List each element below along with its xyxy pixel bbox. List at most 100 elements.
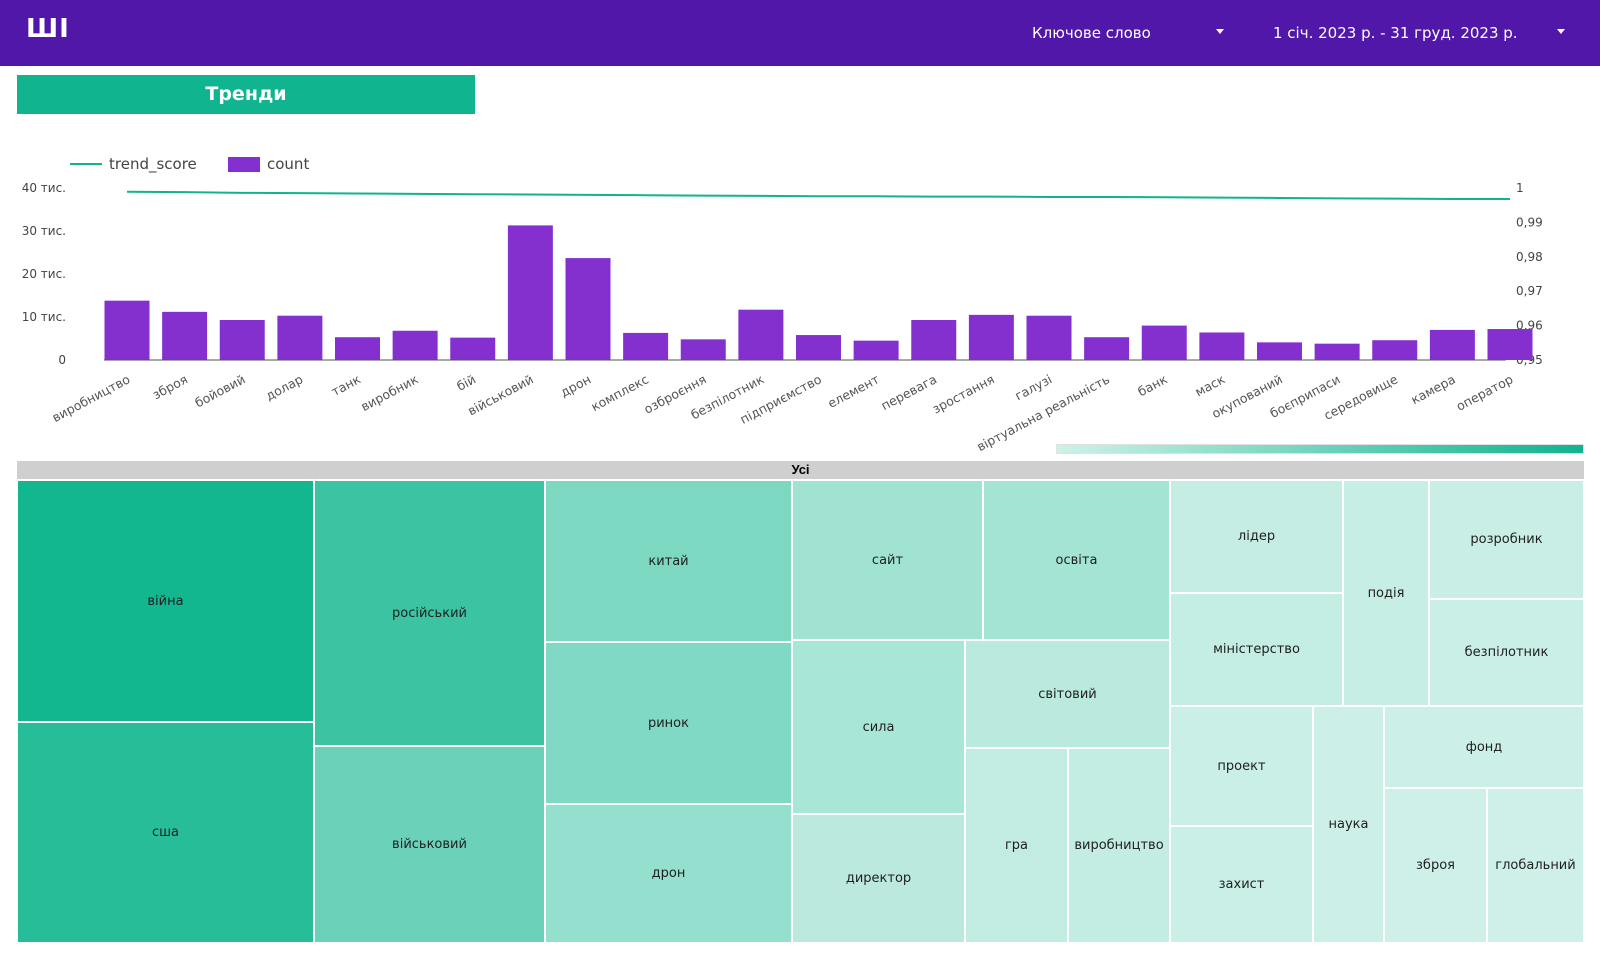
- treemap-tile[interactable]: сша: [17, 722, 314, 943]
- treemap-tile[interactable]: міністерство: [1170, 593, 1343, 706]
- bar: [1487, 329, 1533, 360]
- x-tick-label: елемент: [825, 371, 881, 411]
- bar: [392, 330, 438, 360]
- x-tick-label: бій: [454, 371, 478, 393]
- color-scale-bar: [1056, 444, 1584, 454]
- treemap-tile-label: виробництво: [1074, 838, 1164, 853]
- bar: [1257, 342, 1302, 360]
- treemap-tile-label: світовий: [1038, 686, 1097, 702]
- x-tick-label: камера: [1408, 371, 1457, 407]
- x-tick-label: долар: [263, 371, 305, 403]
- treemap-tile[interactable]: директор: [792, 814, 965, 943]
- treemap-tile-label: китай: [648, 553, 689, 569]
- bar: [738, 309, 784, 360]
- x-tick-label: галузі: [1012, 371, 1054, 403]
- date-range-dropdown[interactable]: 1 січ. 2023 р. - 31 груд. 2023 р.: [1273, 20, 1565, 46]
- treemap-tile-label: фонд: [1465, 739, 1503, 755]
- legend-label: count: [267, 155, 309, 173]
- treemap-tile[interactable]: зброя: [1384, 788, 1487, 943]
- bar: [277, 315, 323, 360]
- treemap-tile[interactable]: сайт: [792, 480, 983, 640]
- chevron-down-icon: [1557, 29, 1565, 34]
- x-tick-label: виробництво: [50, 371, 133, 425]
- x-tick-label: зростання: [930, 371, 997, 416]
- treemap-tile-label: подія: [1367, 585, 1405, 601]
- x-tick-label: бойовий: [192, 371, 247, 410]
- treemap-tile-label: наука: [1328, 817, 1369, 832]
- treemap-header[interactable]: Усі: [17, 461, 1584, 479]
- x-tick-label: військовий: [465, 371, 536, 418]
- treemap-tile-label: війна: [147, 593, 184, 609]
- bar: [450, 337, 496, 360]
- x-tick-label: дрон: [558, 371, 594, 399]
- treemap-tile[interactable]: наука: [1313, 706, 1384, 943]
- treemap-tile[interactable]: війна: [17, 480, 314, 722]
- treemap-tile[interactable]: проект: [1170, 706, 1313, 826]
- x-tick-label: маск: [1192, 371, 1227, 399]
- treemap-tile[interactable]: гра: [965, 748, 1068, 943]
- bar: [1141, 325, 1187, 360]
- treemap-tile[interactable]: освіта: [983, 480, 1170, 640]
- y-left-tick-label: 20 тис.: [22, 267, 66, 281]
- treemap-tile-label: безпілотник: [1464, 645, 1549, 660]
- keyword-dropdown-label: Ключове слово: [1032, 24, 1151, 42]
- treemap-tile[interactable]: китай: [545, 480, 792, 642]
- x-tick-label: банк: [1135, 371, 1170, 399]
- bar: [162, 311, 208, 360]
- bar: [104, 300, 150, 360]
- treemap-tile-label: директор: [845, 871, 912, 886]
- bar: [623, 332, 669, 360]
- treemap-tile[interactable]: ринок: [545, 642, 792, 804]
- treemap-tile[interactable]: російський: [314, 480, 545, 746]
- y-left-tick-label: 0: [58, 353, 66, 367]
- x-tick-label: танк: [329, 371, 364, 399]
- y-right-tick-label: 0,99: [1516, 215, 1543, 229]
- x-tick-label: перевага: [878, 371, 939, 413]
- bar: [1084, 337, 1130, 360]
- treemap-tile[interactable]: фонд: [1384, 706, 1584, 788]
- treemap-tile[interactable]: захист: [1170, 826, 1313, 943]
- bar: [968, 314, 1014, 360]
- treemap-tile[interactable]: розробник: [1429, 480, 1584, 599]
- legend-label: trend_score: [109, 155, 197, 174]
- chevron-down-icon: [1216, 29, 1224, 34]
- treemap-tile[interactable]: дрон: [545, 804, 792, 943]
- treemap-tile-label: ринок: [647, 715, 689, 731]
- treemap-tile-label: зброя: [1416, 858, 1455, 873]
- treemap-tile-label: освіта: [1055, 552, 1098, 568]
- treemap-tile-label: сила: [862, 719, 895, 735]
- bar: [565, 258, 611, 360]
- x-tick-label: оператор: [1454, 371, 1516, 413]
- treemap-tile[interactable]: світовий: [965, 640, 1170, 748]
- treemap-tile[interactable]: сила: [792, 640, 965, 814]
- top-bar: ШІ Ключове слово 1 січ. 2023 р. - 31 гру…: [0, 0, 1600, 66]
- y-left-tick-label: 10 тис.: [22, 310, 66, 324]
- bar: [507, 225, 553, 360]
- legend-bar-swatch: [228, 157, 260, 172]
- bar: [853, 340, 899, 360]
- treemap-tile-label: міністерство: [1213, 642, 1300, 657]
- treemap-tile-label: розробник: [1470, 532, 1543, 547]
- treemap-tile-label: лідер: [1237, 529, 1276, 544]
- trend-score-line: [126, 190, 1510, 201]
- treemap-tile[interactable]: безпілотник: [1429, 599, 1584, 706]
- x-tick-label: комплекс: [588, 371, 651, 414]
- treemap: війна сша російський військовий китай ринок др…: [17, 480, 1584, 943]
- trends-button[interactable]: Тренди: [17, 75, 475, 114]
- bar: [796, 335, 841, 360]
- keyword-dropdown[interactable]: Ключове слово: [1032, 20, 1224, 46]
- treemap-tile-label: гра: [1004, 838, 1029, 853]
- y-right-tick-label: 0,97: [1516, 284, 1543, 298]
- x-tick-label: виробник: [358, 371, 421, 414]
- y-left-tick-label: 40 тис.: [22, 181, 66, 195]
- treemap-tile[interactable]: лідер: [1170, 480, 1343, 593]
- treemap-tile[interactable]: глобальний: [1487, 788, 1584, 943]
- bar: [335, 337, 380, 360]
- treemap-tile[interactable]: подія: [1343, 480, 1429, 706]
- y-right-tick-label: 1: [1516, 181, 1524, 195]
- bar: [680, 339, 726, 360]
- treemap-tile[interactable]: виробництво: [1068, 748, 1170, 943]
- treemap-tile[interactable]: військовий: [314, 746, 545, 943]
- bar: [1026, 315, 1072, 360]
- treemap-tile-label: захист: [1218, 877, 1265, 892]
